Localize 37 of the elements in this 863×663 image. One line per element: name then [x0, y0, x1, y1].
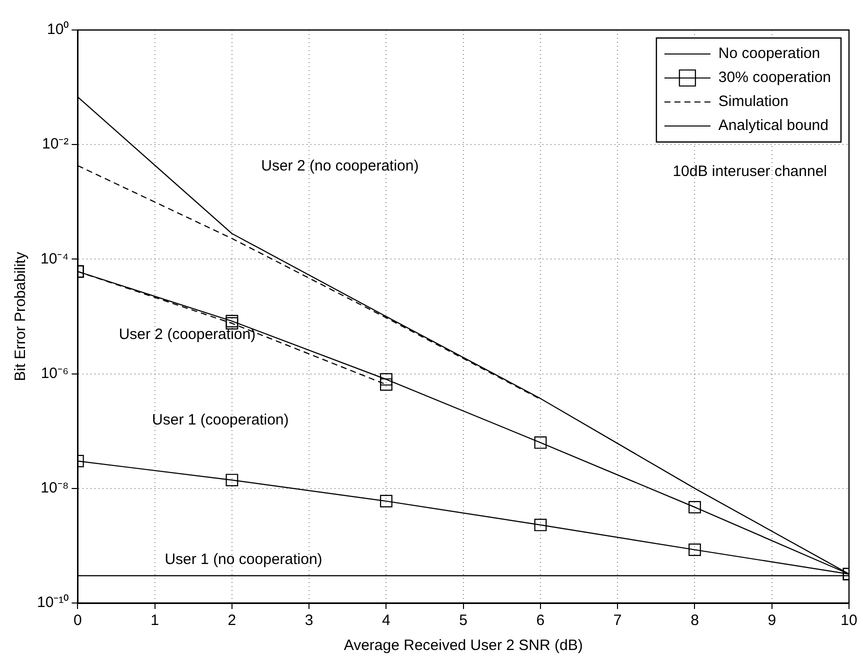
x-tick-label: 7 [613, 612, 622, 630]
annotation: User 1 (cooperation) [152, 411, 289, 428]
legend-label: Simulation [718, 93, 788, 110]
point [380, 494, 392, 508]
annotation: User 1 (no cooperation) [164, 551, 322, 568]
y-tick-label: 10⁻⁴ [40, 250, 69, 268]
legend-label: 30% cooperation [718, 69, 832, 86]
point [534, 436, 547, 449]
point [380, 378, 392, 391]
x-tick-label: 3 [304, 612, 314, 630]
y-tick-label: 10⁻⁶ [40, 364, 69, 382]
annotation: User 2 (cooperation) [118, 326, 256, 343]
x-tick-label: 9 [768, 612, 776, 630]
y-tick-label: 10⁰ [46, 21, 69, 38]
x-tick-label: 8 [690, 612, 699, 630]
y-tick-label: 10⁻² [42, 136, 69, 153]
legend-label: Analytical bound [718, 117, 828, 134]
x-tick-label: 5 [459, 612, 468, 630]
x-tick-label: 4 [382, 612, 390, 630]
point [380, 373, 392, 386]
point [534, 518, 547, 532]
y-axis-title: Bit Error Probability [12, 251, 30, 382]
point [226, 474, 238, 486]
x-tick-label: 10 [840, 612, 858, 630]
annotation: 10dB interuser channel [672, 163, 827, 180]
point [226, 314, 238, 328]
x-axis-title: Average Received User 2 SNR (dB) [344, 637, 583, 654]
x-tick-label: 2 [228, 612, 236, 630]
x-tick-label: 6 [536, 612, 545, 630]
y-tick-label: 10⁻¹⁰ [36, 594, 69, 612]
point [688, 544, 701, 556]
point [688, 500, 701, 514]
annotation: User 2 (no cooperation) [261, 158, 419, 175]
legend-label: No cooperation [718, 45, 820, 62]
y-tick-label: 10⁻⁸ [40, 480, 69, 497]
x-tick-label: 1 [150, 612, 159, 630]
x-tick-label: 0 [74, 612, 82, 630]
